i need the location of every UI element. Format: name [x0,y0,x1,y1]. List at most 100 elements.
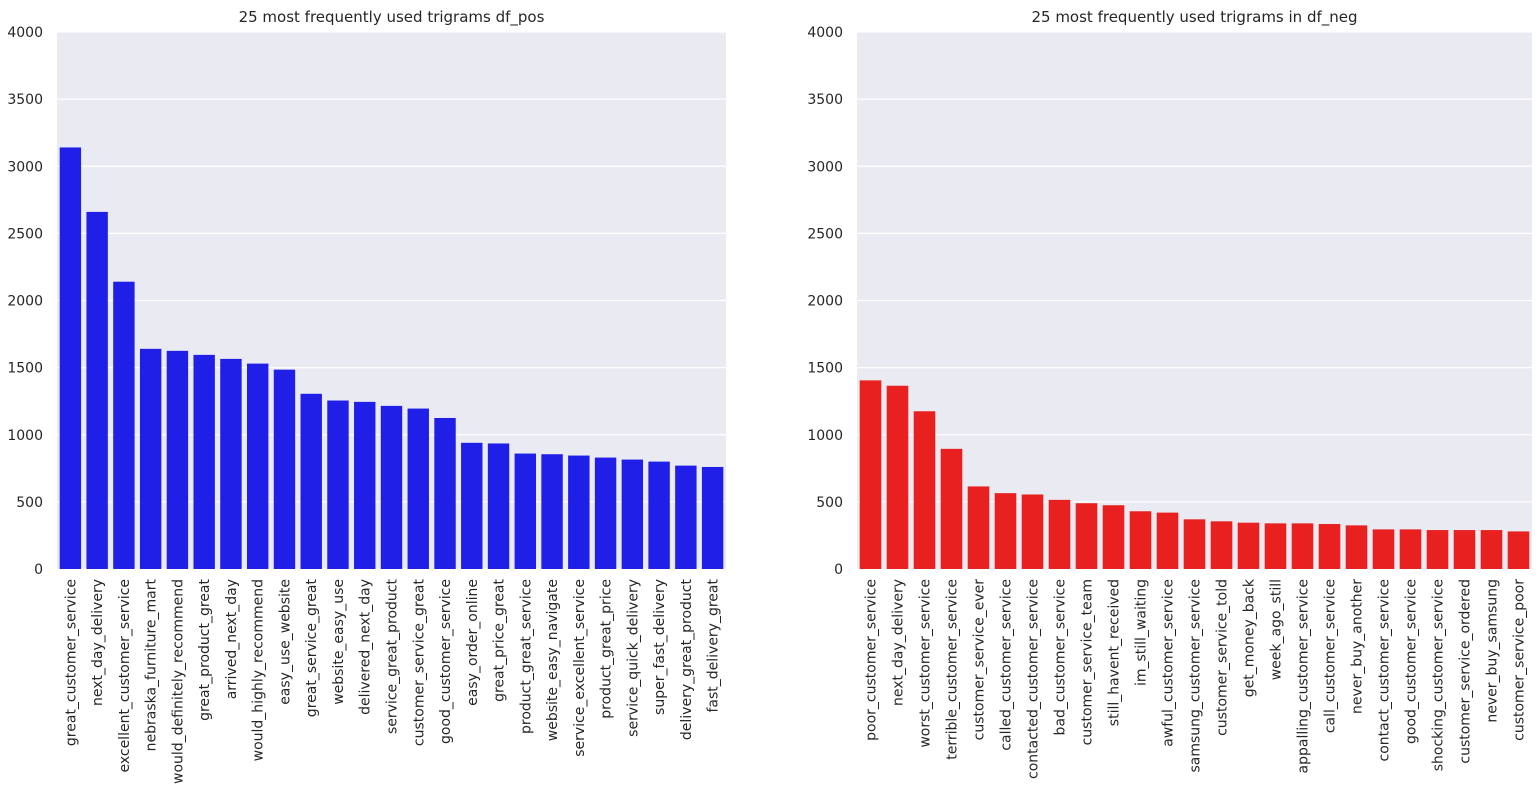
ytick-label-positive: 500 [16,495,43,511]
ytick-label-positive: 2000 [7,294,43,310]
bar-positive [113,281,135,569]
xtick-label-positive: super_fast_delivery [652,579,668,715]
xtick-label-negative: good_customer_service [1404,579,1420,744]
xtick-label-negative: week_ago_still [1269,579,1285,680]
bar-negative [1021,494,1044,569]
bar-positive [461,442,483,569]
xtick-label-positive: product_great_service [518,579,534,734]
ytick-label-positive: 1500 [7,361,43,377]
ytick-label-negative: 4000 [807,25,843,41]
xtick-label-negative: contacted_customer_service [1026,579,1042,779]
bar-negative [940,448,963,569]
bar-negative [1453,530,1476,569]
bar-positive [594,457,617,569]
xtick-label-positive: website_easy_navigate [545,579,561,741]
xtick-label-negative: still_havent_received [1107,579,1123,726]
xtick-label-negative: next_day_delivery [891,579,907,706]
bar-negative [1156,512,1179,569]
bar-negative [967,486,990,569]
ytick-label-positive: 4000 [7,25,43,41]
ytick-label-negative: 1500 [807,361,843,377]
xtick-label-positive: product_great_price [599,579,615,719]
xtick-label-negative: customer_service_told [1215,579,1231,736]
bar-negative [994,493,1017,569]
bar-positive [86,211,108,569]
bar-negative [1264,523,1287,569]
ytick-label-negative: 3000 [807,159,843,175]
xtick-label-negative: worst_customer_service [918,579,934,748]
xtick-label-negative: called_customer_service [999,579,1015,751]
xtick-label-positive: service_quick_delivery [625,579,641,737]
bar-negative [886,385,909,569]
bar-positive [568,455,590,569]
chart-title-negative: 25 most frequently used trigrams in df_n… [1031,8,1357,27]
xtick-label-negative: get_money_back [1242,578,1258,697]
bar-positive [514,453,537,569]
bar-positive [246,363,269,569]
bar-negative [1480,530,1503,569]
bar-negative [1210,521,1233,569]
xtick-label-negative: customer_service_team [1080,579,1096,745]
xtick-label-positive: easy_use_website [277,579,293,705]
bar-positive [701,466,724,569]
bar-positive [354,401,376,569]
xtick-label-positive: great_service_great [304,578,320,717]
bar-negative [1102,505,1125,569]
bar-negative [1507,531,1530,569]
bar-positive [327,400,349,569]
bar-negative [1129,511,1152,569]
bar-negative [1372,529,1395,569]
xtick-label-negative: poor_customer_service [864,579,880,741]
xtick-label-negative: customer_service_ordered [1458,579,1474,764]
xtick-label-negative: contact_customer_service [1377,579,1393,761]
xtick-label-positive: delivered_next_day [358,579,374,715]
xtick-label-negative: call_customer_service [1323,579,1339,733]
bar-positive [407,408,429,569]
ytick-label-positive: 1000 [7,428,43,444]
bar-negative [1291,523,1314,569]
bar-negative [1426,530,1449,569]
xtick-label-positive: delivery_great_product [679,579,695,741]
bar-negative [1183,519,1206,569]
bar-positive [434,417,456,569]
xtick-label-positive: website_easy_use [331,579,347,705]
xtick-label-negative: samsung_customer_service [1188,579,1204,773]
bar-positive [621,459,644,569]
bar-positive [273,369,296,569]
ytick-label-negative: 500 [816,495,843,511]
xtick-label-positive: customer_service_great [411,578,427,746]
ytick-label-positive: 3000 [7,159,43,175]
xtick-label-positive: good_customer_service [438,579,454,744]
bar-positive [380,405,403,569]
xtick-label-negative: never_buy_another [1350,579,1366,714]
ytick-label-positive: 2500 [7,226,43,242]
xtick-label-positive: easy_order_online [465,579,481,706]
xtick-label-negative: never_buy_samsung [1485,579,1501,723]
chart-positive-trigrams: 0 500 1000 1500 2000 2500 3000 3500 4000 great_c… [7,8,726,784]
bar-negative [1075,503,1098,569]
xtick-label-positive: service_great_product [385,578,401,734]
ytick-label-positive: 3500 [7,92,43,108]
bar-negative [1345,525,1368,569]
xtick-label-negative: shocking_customer_service [1431,579,1447,771]
ytick-label-positive: 0 [34,562,43,578]
chart-negative-trigrams: 0 500 1000 1500 2000 2500 3000 3500 4000 poor_cu… [807,8,1532,779]
bar-positive [59,147,82,569]
xtick-label-positive: arrived_next_day [224,579,240,699]
xtick-label-positive: great_customer_service [63,579,79,746]
bar-negative [913,411,936,569]
xtick-label-positive: service_excellent_service [572,579,588,757]
ytick-label-negative: 2000 [807,294,843,310]
bar-positive [139,348,162,569]
bar-negative [1048,499,1071,569]
xtick-label-positive: next_day_delivery [90,579,106,706]
xtick-label-negative: im_still_waiting [1134,579,1150,686]
xtick-label-positive: great_price_great [492,579,508,702]
bar-positive [166,350,189,569]
ytick-label-negative: 1000 [807,428,843,444]
xtick-label-positive: fast_delivery_great [706,578,722,712]
bar-positive [541,454,563,569]
xtick-label-positive: would_highly_recommend [251,579,267,761]
bar-negative [1399,529,1422,569]
